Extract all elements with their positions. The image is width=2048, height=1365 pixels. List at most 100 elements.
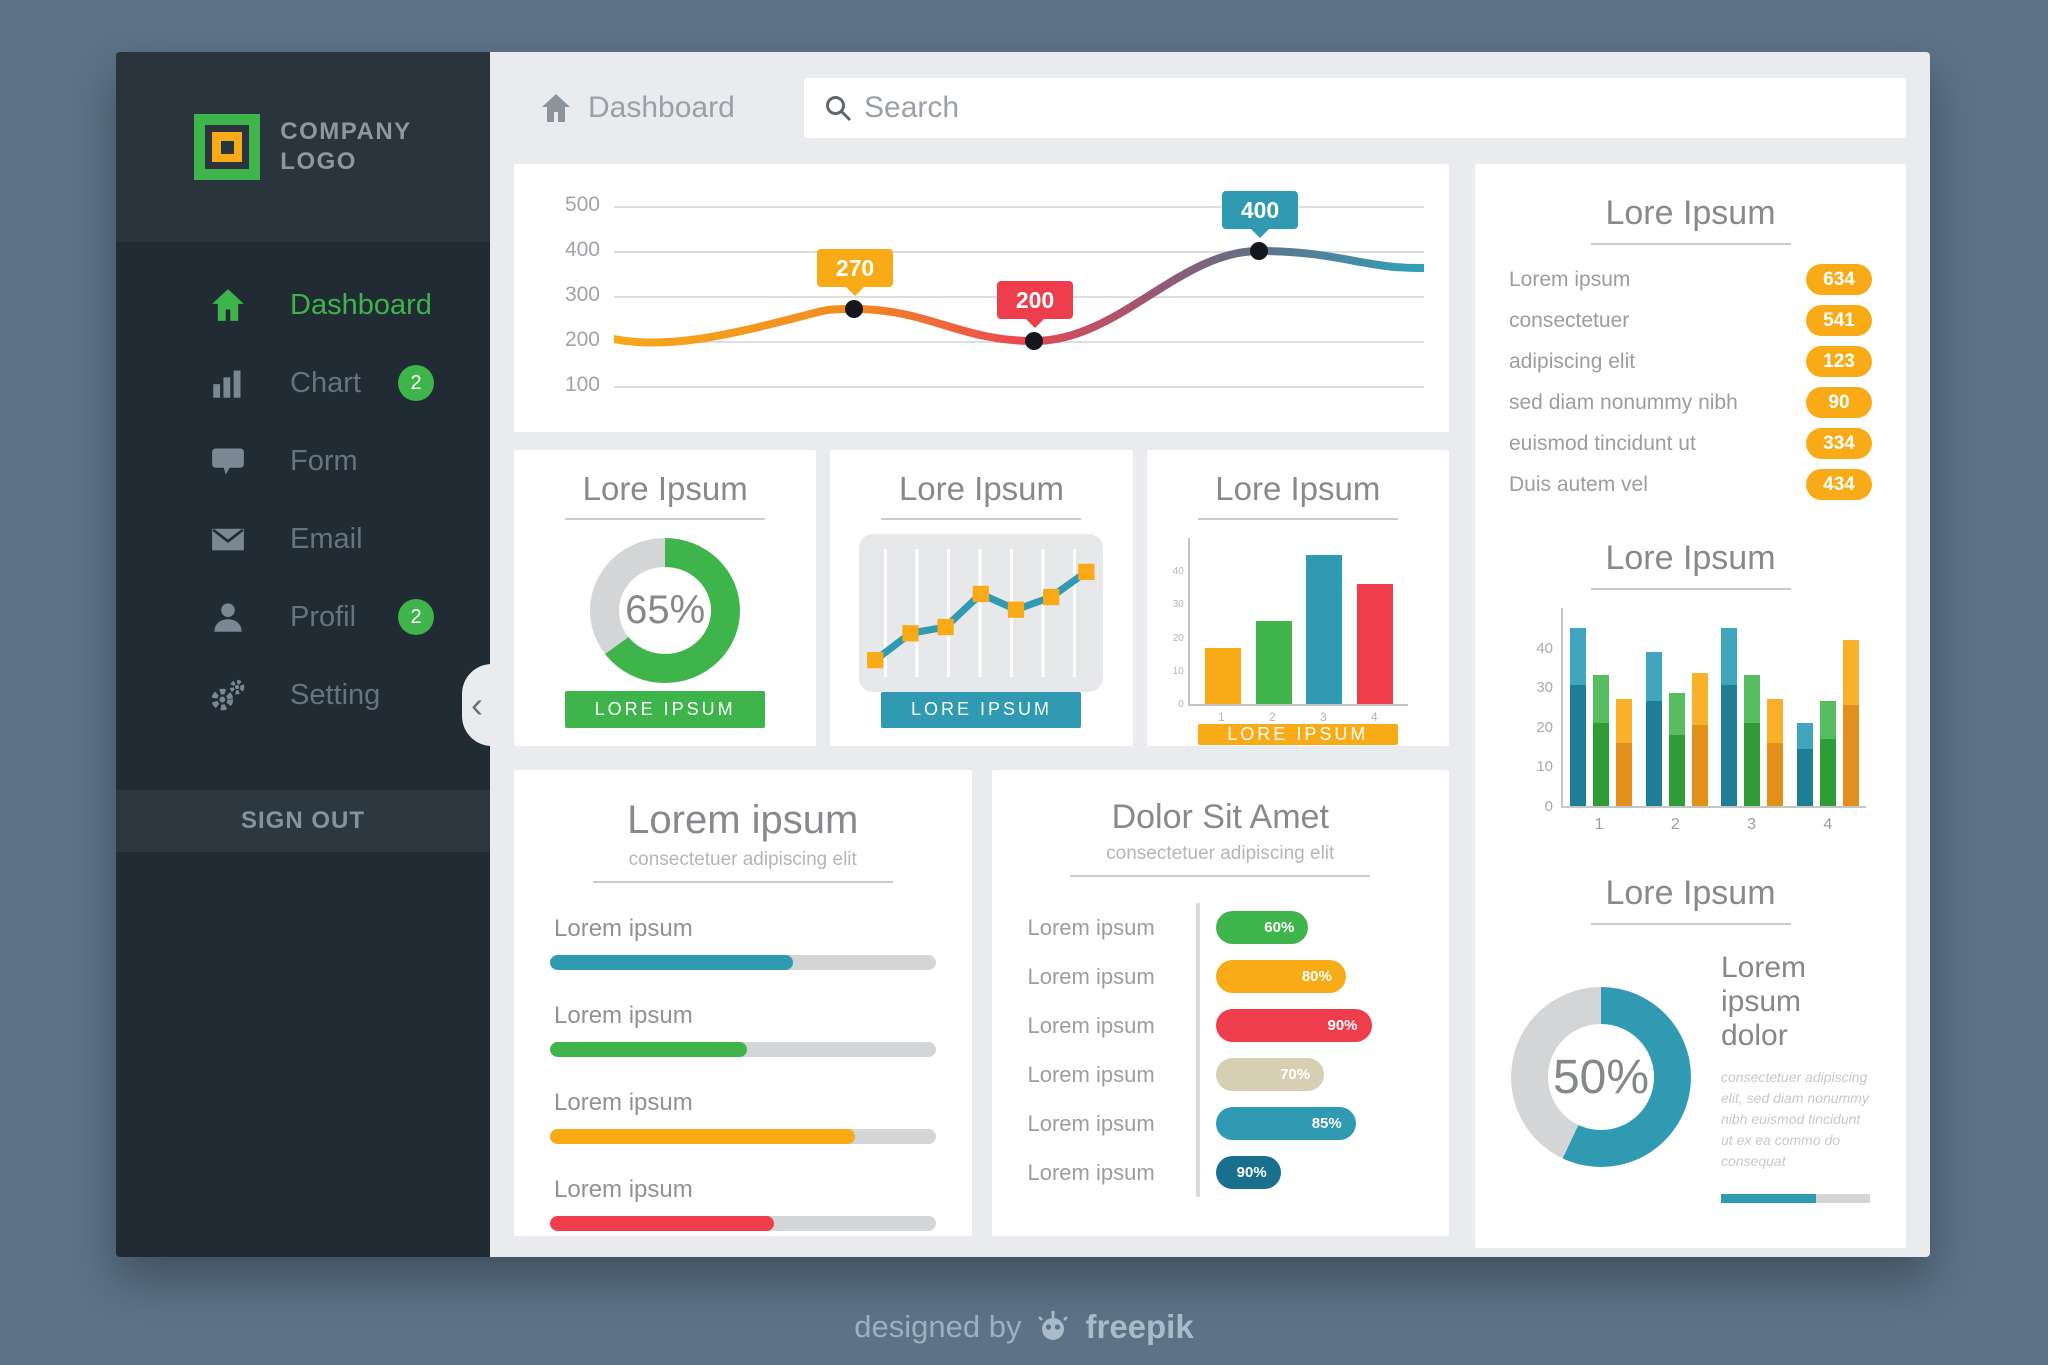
- progress-track: [550, 1216, 936, 1231]
- lore-ipsum-button[interactable]: LORE IPSUM: [881, 691, 1082, 728]
- sidebar-item-chart[interactable]: Chart 2: [116, 344, 490, 422]
- bar-group: [1563, 608, 1639, 806]
- y-tick: 200: [564, 328, 600, 351]
- sidebar-item-dashboard[interactable]: Dashboard: [116, 266, 490, 344]
- sidebar: COMPANY LOGO Dashboard Chart 2 Form Emai…: [116, 52, 490, 1257]
- progress-card: Lorem ipsum consectetuer adipiscing elit…: [514, 770, 972, 1236]
- bar: [1569, 608, 1586, 806]
- card-title: Lorem ipsum: [627, 798, 859, 842]
- data-point: [1250, 242, 1268, 260]
- card-subtitle: consectetuer adipiscing elit: [1106, 843, 1335, 864]
- hbar: 70%: [1215, 1058, 1325, 1091]
- card-title: Lore Ipsum: [898, 470, 1065, 507]
- progress-label: Lorem ipsum: [554, 1089, 693, 1116]
- bar: [1721, 608, 1738, 806]
- gridline: 500: [565, 193, 1424, 216]
- kpi-progress-fill: [1721, 1194, 1817, 1203]
- bar-chart-icon: [213, 370, 241, 398]
- section-title: Lore Ipsum: [1605, 194, 1776, 232]
- sidebar-item-profil[interactable]: Profil 2: [116, 578, 490, 656]
- grouped-bar-section: Lore Ipsum 40 30 20 10 0 1 2 3 4: [1509, 539, 1872, 834]
- bar: [1744, 608, 1761, 806]
- breadcrumb[interactable]: Dashboard: [514, 91, 804, 125]
- stat-badge: 90: [1806, 387, 1872, 418]
- progress-track: [550, 1042, 936, 1057]
- donut-chart: 50%: [1511, 987, 1691, 1167]
- card-title: Dolor Sit Amet: [1111, 798, 1329, 836]
- chart-tooltip: 270: [817, 249, 893, 296]
- hbar-row: Lorem ipsum 70%: [1028, 1050, 1414, 1099]
- stat-row: sed diam nonummy nibh 90: [1509, 382, 1872, 423]
- kpi-heading: Lorem ipsum dolor: [1721, 951, 1807, 1052]
- lore-ipsum-button[interactable]: LORE IPSUM: [565, 691, 766, 728]
- mini-bar-plot: 40 30 20 10 0: [1173, 538, 1408, 710]
- stat-row: consectetuer 541: [1509, 300, 1872, 341]
- y-tick: 300: [564, 283, 600, 306]
- bar-group: [1790, 608, 1866, 806]
- topbar: Dashboard: [514, 52, 1906, 164]
- trend-chart-card: 500 400 300 200 100: [514, 164, 1449, 432]
- sidebar-item-form[interactable]: Form: [116, 422, 490, 500]
- bar: [1691, 608, 1708, 806]
- bar: [1255, 621, 1292, 704]
- chat-icon: [212, 448, 244, 475]
- trend-line: [614, 242, 1424, 350]
- stat-badge: 434: [1806, 469, 1872, 500]
- sidebar-menu: Dashboard Chart 2 Form Email Profil 2: [116, 242, 490, 734]
- stat-row: Lorem ipsum 634: [1509, 259, 1872, 300]
- main-area: Dashboard 500 400 300 200 100: [490, 52, 1930, 1257]
- hbar-row: Lorem ipsum 90%: [1028, 1001, 1414, 1050]
- app-window: COMPANY LOGO Dashboard Chart 2 Form Emai…: [116, 52, 1930, 1257]
- gridline: 400: [565, 238, 1424, 261]
- hbar: 80%: [1215, 960, 1346, 993]
- bar: [1356, 584, 1393, 704]
- search-input[interactable]: [864, 91, 1886, 125]
- card-title: Lore Ipsum: [1215, 470, 1381, 507]
- bar: [1797, 608, 1814, 806]
- bar: [1668, 608, 1685, 806]
- hbar-card: Dolor Sit Amet consectetuer adipiscing e…: [991, 770, 1449, 1236]
- search-icon: [826, 96, 852, 122]
- bar: [1205, 647, 1242, 704]
- donut-value: 50%: [1552, 1050, 1650, 1104]
- hbar-row: Lorem ipsum 85%: [1028, 1099, 1414, 1148]
- bar: [1645, 608, 1662, 806]
- bar: [1767, 608, 1784, 806]
- grouped-bar-chart: 40 30 20 10 0 1 2 3 4: [1509, 608, 1872, 834]
- hbar-list: Lorem ipsum 60% Lorem ipsum 80% Lorem ipsum 9…: [1028, 903, 1414, 1197]
- stat-badge: 634: [1806, 264, 1872, 295]
- dashboard-content: 500 400 300 200 100: [514, 164, 1906, 1248]
- sidebar-item-setting[interactable]: Setting: [116, 656, 490, 734]
- progress-fill: [550, 1042, 747, 1057]
- donut-value: 65%: [625, 588, 706, 633]
- y-tick: 500: [564, 193, 600, 216]
- lore-ipsum-button[interactable]: LORE IPSUM: [1197, 724, 1398, 745]
- hbar-row: Lorem ipsum 90%: [1028, 1148, 1414, 1197]
- card-title: Lore Ipsum: [582, 470, 748, 507]
- progress-track: [550, 955, 936, 970]
- company-logo: COMPANY LOGO: [116, 52, 490, 242]
- bar: [1592, 608, 1609, 806]
- bar: [1615, 608, 1632, 806]
- hbar: 85%: [1215, 1107, 1356, 1140]
- donut-chart: 65%: [590, 538, 741, 684]
- grouped-bar-plot: 40 30 20 10 0: [1536, 608, 1866, 815]
- card-subtitle: consectetuer adipiscing elit: [628, 849, 857, 870]
- logo-icon: [194, 114, 261, 180]
- bar-card: Lore Ipsum 40 30 20 10 0 1 2 3 4 LORE IPSUM: [1146, 450, 1449, 746]
- mini-bar-chart: 40 30 20 10 0 1 2 3 4: [1173, 534, 1423, 724]
- stat-list: Lorem ipsum 634 consectetuer 541 adipiscing …: [1509, 259, 1872, 505]
- chart-tooltip: 200: [997, 281, 1073, 328]
- breadcrumb-label: Dashboard: [588, 91, 735, 124]
- sidebar-collapse-toggle[interactable]: ‹: [462, 664, 492, 746]
- profil-badge: 2: [398, 599, 434, 635]
- sidebar-item-email[interactable]: Email: [116, 500, 490, 578]
- envelope-icon: [212, 528, 244, 551]
- chevron-left-icon: ‹: [471, 684, 483, 725]
- progress-fill: [550, 955, 793, 970]
- sign-out-button[interactable]: SIGN OUT: [116, 790, 490, 852]
- progress-label: Lorem ipsum: [554, 915, 693, 942]
- bar: [1820, 608, 1837, 806]
- bar-group: [1639, 608, 1715, 806]
